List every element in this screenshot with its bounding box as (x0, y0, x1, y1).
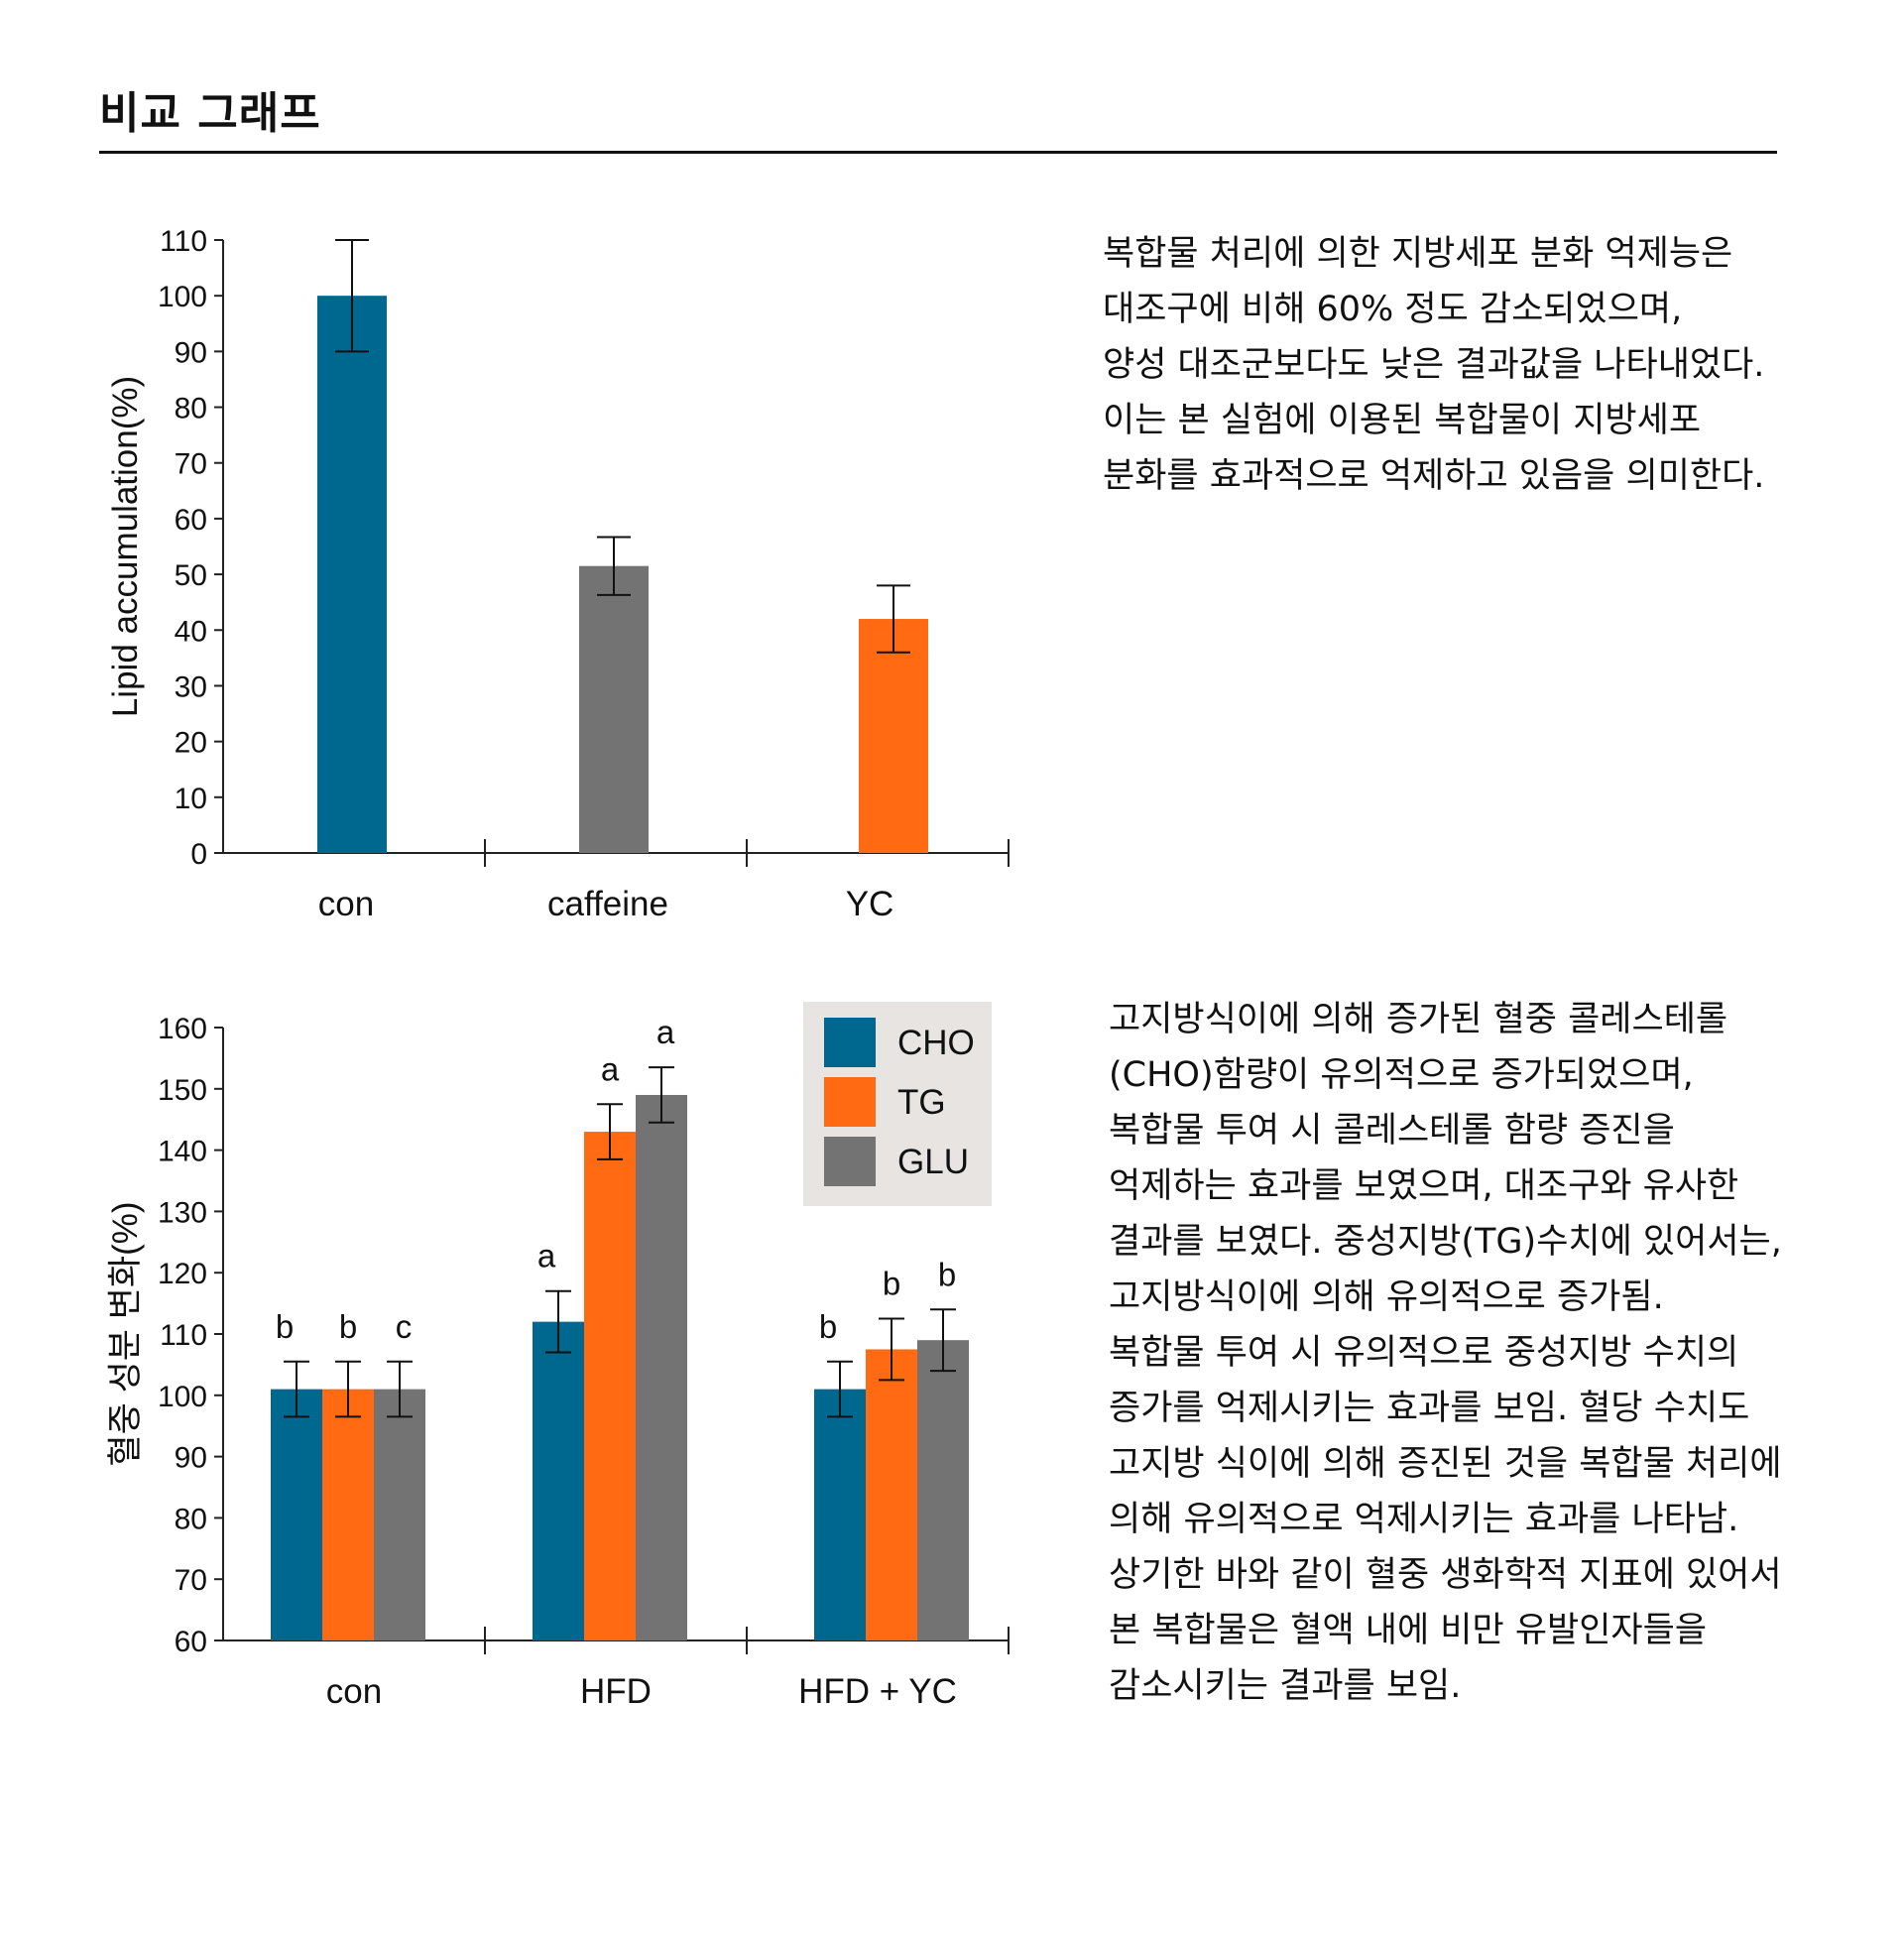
blood-description-line: 의해 유의적으로 억제시키는 효과를 나타남. (1109, 1500, 1739, 1539)
significance-label: a (601, 1050, 620, 1087)
x-category-label: YC (846, 885, 894, 923)
blood-description-line: 결과를 보였다. 중성지방(TG)수치에 있어서는, (1109, 1222, 1782, 1262)
y-tick-label: 40 (175, 615, 207, 648)
blood-description-line: 상기한 바와 같이 혈중 생화학적 지표에 있어서 (1109, 1555, 1782, 1595)
bar-YC (859, 619, 928, 853)
x-category-label: HFD + YC (798, 1672, 957, 1711)
bar-glu (917, 1340, 969, 1640)
y-tick-label: 160 (158, 1013, 207, 1045)
legend-swatch-cho (824, 1018, 876, 1067)
x-category-label: caffeine (547, 885, 668, 923)
x-category-label: HFD (580, 1672, 652, 1711)
y-tick-label: 60 (175, 504, 207, 537)
blood-description-line: 본 복합물은 혈액 내에 비만 유발인자들을 (1109, 1611, 1708, 1650)
legend-label-tg: TG (897, 1083, 946, 1122)
x-category-label: con (318, 885, 374, 923)
y-tick-label: 100 (158, 281, 207, 313)
y-tick-label: 10 (175, 783, 207, 815)
y-tick-label: 80 (175, 1503, 207, 1535)
blood-description-line: 고지방 식이에 의해 증진된 것을 복합물 처리에 (1109, 1444, 1782, 1484)
blood-description-line: 고지방식이에 의해 유의적으로 증가됨. (1109, 1277, 1664, 1317)
y-tick-label: 50 (175, 559, 207, 592)
y-tick-label: 110 (160, 1319, 207, 1352)
y-tick-label: 0 (190, 838, 207, 871)
y-tick-label: 100 (158, 1381, 207, 1413)
bar-cho (533, 1321, 584, 1640)
bar-tg (322, 1389, 374, 1640)
bar-con (317, 296, 387, 853)
bar-tg (866, 1349, 917, 1640)
significance-label: b (819, 1308, 837, 1345)
lipid-description-line: 복합물 처리에 의한 지방세포 분화 억제능은 (1103, 234, 1733, 274)
blood-description-line: (CHO)함량이 유의적으로 증가되었으며, (1109, 1055, 1694, 1095)
significance-label: a (537, 1238, 556, 1275)
y-axis-title: 혈중 성분 변화(%) (106, 1201, 145, 1466)
significance-label: c (396, 1308, 413, 1345)
blood-component-chart: 60 70 80 90 100 110 120 130 140 150 160 con HFD HFD +… (106, 1002, 1010, 1711)
bar-cho (814, 1389, 866, 1640)
y-tick-label: 120 (158, 1258, 207, 1290)
lipid-accumulation-chart: 0 10 20 30 40 50 60 70 80 90 100 110 con caffeine YC Li… (106, 225, 1010, 923)
x-category-label: con (326, 1672, 382, 1711)
y-tick-label: 90 (175, 336, 207, 369)
y-tick-label: 30 (175, 670, 207, 703)
significance-label: b (938, 1256, 956, 1292)
y-axis-title: Lipid accumulation(%) (106, 376, 145, 717)
y-tick-label: 90 (175, 1442, 207, 1475)
y-tick-label: 130 (158, 1196, 207, 1229)
y-tick-label: 80 (175, 393, 207, 425)
blood-description-line: 증가를 억제시키는 효과를 보임. 혈당 수치도 (1109, 1389, 1750, 1428)
legend-swatch-tg (824, 1077, 876, 1127)
y-tick-label: 150 (158, 1074, 207, 1107)
y-tick-label: 20 (175, 727, 207, 760)
legend-label-glu: GLU (897, 1143, 969, 1181)
significance-label: a (656, 1014, 675, 1050)
y-tick-label: 140 (158, 1136, 207, 1168)
blood-description-line: 복합물 투여 시 콜레스테롤 함량 증진을 (1109, 1111, 1675, 1151)
blood-description-line: 고지방식이에 의해 증가된 혈중 콜레스테롤 (1109, 1000, 1728, 1039)
y-tick-label: 110 (160, 225, 207, 258)
title-divider (99, 151, 1777, 154)
blood-description-line: 억제하는 효과를 보였으며, 대조구와 유사한 (1109, 1166, 1739, 1206)
significance-label: b (339, 1308, 357, 1345)
bar-caffeine (579, 565, 649, 853)
bar-tg (584, 1132, 636, 1640)
legend-swatch-glu (824, 1137, 876, 1186)
lipid-description-line: 양성 대조군보다도 낮은 결과값을 나타내었다. (1103, 345, 1765, 385)
y-tick-label: 70 (175, 1564, 207, 1597)
y-tick-label: 60 (175, 1626, 207, 1658)
lipid-description-line: 분화를 효과적으로 억제하고 있음을 의미한다. (1103, 456, 1765, 496)
bar-cho (271, 1389, 322, 1640)
significance-label: b (276, 1308, 294, 1345)
y-tick-label: 70 (175, 448, 207, 481)
page-title: 비교 그래프 (99, 88, 321, 139)
legend-label-cho: CHO (897, 1024, 975, 1062)
lipid-description-line: 이는 본 실험에 이용된 복합물이 지방세포 (1103, 401, 1702, 440)
bar-glu (374, 1389, 425, 1640)
bar-glu (636, 1094, 687, 1640)
blood-description: 고지방식이에 의해 증가된 혈중 콜레스테롤 (CHO)함량이 유의적으로 증가되… (1109, 992, 1782, 1714)
significance-label: b (883, 1266, 900, 1302)
blood-description-line: 감소시키는 결과를 보임. (1109, 1666, 1462, 1706)
blood-description-line: 복합물 투여 시 유의적으로 중성지방 수치의 (1109, 1333, 1739, 1373)
lipid-description-line: 대조구에 비해 60% 정도 감소되었으며, (1103, 290, 1683, 329)
